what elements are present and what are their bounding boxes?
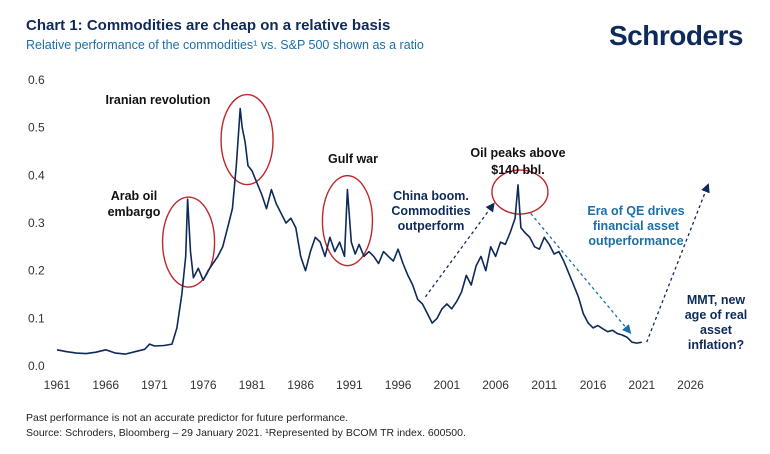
- chart-title: Chart 1: Commodities are cheap on a rela…: [26, 17, 391, 34]
- series-line: [56, 107, 642, 355]
- highlight-circle: [220, 93, 274, 186]
- x-tick-label: 2001: [434, 378, 461, 392]
- x-tick-label: 1961: [44, 378, 71, 392]
- trend-arrows: [424, 183, 710, 343]
- annotation-mmt: MMT, new age of real asset inflation?: [685, 293, 748, 352]
- annotations: Iranian revolution Arab oil embargo Gulf wa…: [106, 93, 748, 352]
- x-tick-label: 1966: [92, 378, 119, 392]
- x-tick-label: 1986: [287, 378, 314, 392]
- axes: 0.0 0.1 0.2 0.3 0.4 0.5 0.6 1961 1966 1971 1976 198…: [28, 73, 704, 392]
- y-tick-label: 0.3: [28, 216, 45, 230]
- event-highlights: [161, 93, 549, 288]
- y-tick-label: 0.6: [28, 73, 45, 87]
- y-tick-label: 0.1: [28, 311, 45, 325]
- x-tick-label: 2026: [677, 378, 704, 392]
- x-tick-label: 2006: [482, 378, 509, 392]
- trend-arrow: [646, 183, 710, 343]
- annotation-china-boom: China boom. Commodities outperform: [391, 189, 470, 233]
- y-tick-label: 0.2: [28, 264, 45, 278]
- x-tick-label: 2011: [531, 378, 557, 392]
- ratio-series: [56, 107, 642, 355]
- x-tick-label: 2021: [628, 378, 655, 392]
- x-tick-label: 1971: [141, 378, 168, 392]
- x-tick-label: 2016: [580, 378, 607, 392]
- annotation-iranian-revolution: Iranian revolution: [106, 93, 211, 107]
- x-tick-label: 1976: [190, 378, 217, 392]
- chart-subtitle: Relative performance of the commodities¹…: [26, 38, 424, 52]
- x-tick-label: 1996: [385, 378, 412, 392]
- footer-notes: Past performance is not an accurate pred…: [26, 411, 466, 441]
- annotation-gulf-war: Gulf war: [328, 152, 378, 166]
- schroders-logo: Schroders: [609, 20, 744, 51]
- y-tick-label: 0.5: [28, 121, 45, 135]
- x-tick-label: 1991: [336, 378, 363, 392]
- footer-source: Source: Schroders, Bloomberg – 29 Januar…: [26, 427, 466, 439]
- highlight-circle: [321, 174, 374, 267]
- annotation-era-of-qe: Era of QE drives financial asset outperfor…: [587, 204, 684, 248]
- trend-arrow: [530, 213, 632, 335]
- footer-disclaimer: Past performance is not an accurate pred…: [26, 412, 349, 424]
- trend-arrow: [424, 202, 495, 298]
- x-tick-label: 1981: [239, 378, 266, 392]
- highlight-circle: [161, 196, 216, 288]
- y-tick-label: 0.4: [28, 168, 45, 182]
- annotation-oil-peaks: Oil peaks above $140 bbl.: [470, 146, 565, 177]
- annotation-arab-oil-embargo: Arab oil embargo: [108, 189, 161, 219]
- y-tick-label: 0.0: [28, 359, 45, 373]
